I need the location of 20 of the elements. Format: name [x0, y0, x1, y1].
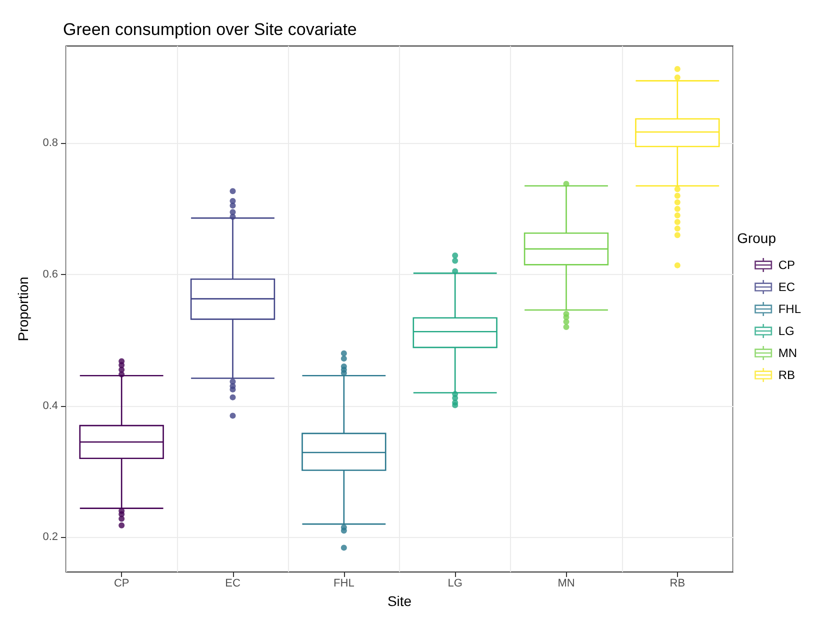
legend-label: MN — [778, 346, 797, 360]
x-tick-label: RB — [670, 578, 686, 590]
y-tick-label: 0.6 — [42, 268, 58, 281]
y-tick-label: 0.2 — [42, 531, 58, 544]
legend-label: LG — [778, 324, 794, 338]
legend-label: FHL — [778, 302, 802, 316]
x-tick-label: LG — [448, 578, 462, 590]
x-axis-title: Site — [387, 593, 412, 609]
chart-title: Green consumption over Site covariate — [63, 20, 357, 39]
x-tick-label: MN — [558, 578, 575, 590]
legend-label: RB — [778, 368, 795, 382]
x-tick-label: CP — [114, 578, 130, 590]
x-tick-label: EC — [225, 578, 240, 590]
legend-title: Group — [737, 230, 776, 246]
y-axis-title: Proportion — [15, 276, 31, 342]
legend-label: CP — [778, 258, 795, 272]
x-tick-label: FHL — [334, 578, 354, 590]
y-tick-label: 0.8 — [42, 137, 58, 150]
y-tick-label: 0.4 — [42, 400, 58, 412]
legend-label: EC — [778, 280, 796, 294]
